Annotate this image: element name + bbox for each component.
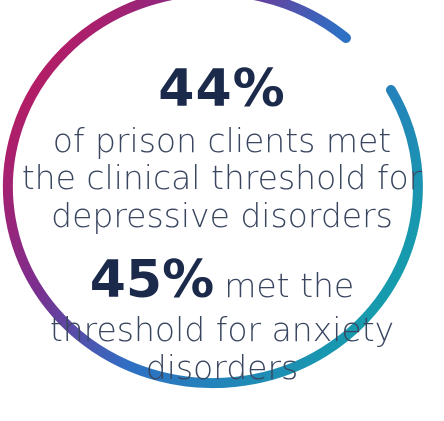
stat-two-line-1: threshold for anxiety <box>49 310 395 349</box>
stat-two-inline-text: met the <box>224 266 355 305</box>
stat-one-line-2: the clinical threshold for <box>21 158 423 197</box>
stat-one-line-3: depressive disorders <box>51 196 393 235</box>
stat-two-value: 45% <box>89 250 215 310</box>
stat-two-line-2: disorders <box>145 348 299 387</box>
stat-two-row: 45% met the <box>0 254 444 306</box>
stat-one-value: 44% <box>158 59 286 119</box>
stat-one-line-1: of prison clients met <box>52 121 392 160</box>
